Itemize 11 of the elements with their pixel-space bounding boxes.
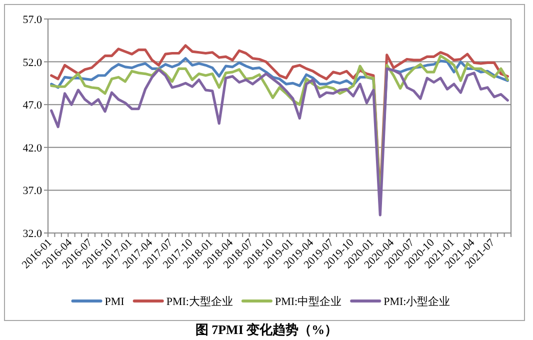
text: 图 7PMI 变化趋势（%） xyxy=(195,322,338,337)
y-tick-label: 52.0 xyxy=(22,56,42,69)
legend-label: PMI xyxy=(104,296,125,308)
y-tick-label: 47.0 xyxy=(22,100,42,112)
y-tick-label: 37.0 xyxy=(22,185,42,198)
legend-label: PMI:小型企业 xyxy=(384,295,450,308)
legend-label: PMI:中型企业 xyxy=(274,295,342,308)
legend-label: PMI:大型企业 xyxy=(166,295,233,308)
y-tick-label: 32.0 xyxy=(22,228,42,240)
y-tick-label: 57.0 xyxy=(22,14,42,26)
y-tick-label: 42.0 xyxy=(22,142,42,154)
